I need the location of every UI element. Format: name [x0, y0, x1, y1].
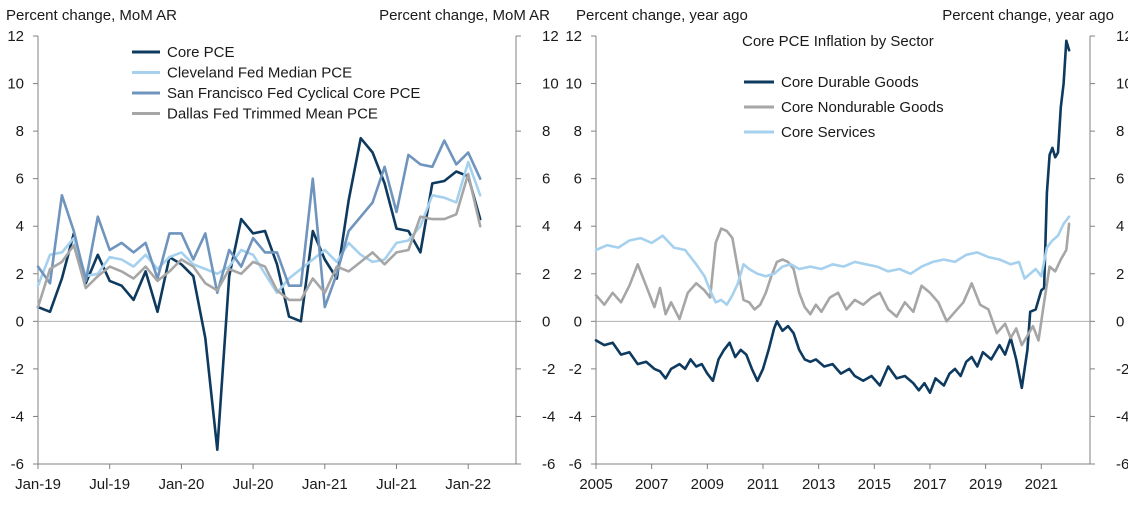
right-ytick-label-right: 8	[1116, 123, 1124, 140]
left-ytick-label-left: 8	[16, 123, 24, 140]
left-xtick-label: Jan-19	[15, 476, 61, 493]
left-ytick-label-right: 8	[542, 123, 550, 140]
right-xtick-label: 2005	[579, 476, 612, 493]
right-chart-left-axis-label: Percent change, year ago	[576, 7, 748, 24]
left-legend-label-core-pce: Core PCE	[167, 44, 235, 61]
left-ytick-label-right: 10	[542, 76, 559, 93]
left-legend-label-dallas-fed-trimmed-mean-pce: Dallas Fed Trimmed Mean PCE	[167, 106, 378, 123]
left-ytick-label-right: 2	[542, 266, 550, 283]
left-xtick-label: Jan-22	[445, 476, 491, 493]
left-xtick-label: Jul-21	[376, 476, 417, 493]
right-legend-label-core-durable-goods: Core Durable Goods	[781, 74, 919, 91]
left-ytick-label-left: 0	[16, 313, 24, 330]
right-ytick-label-left: -4	[569, 408, 582, 425]
left-chart: -6 -6 -4 -4 -2 -2 0 0 2 2 4 4 6 6 8 8 10 10 12 12 Jan-19 Jul-…	[7, 28, 558, 493]
right-xtick-label: 2011	[747, 476, 779, 493]
right-ytick-label-right: 12	[1116, 28, 1128, 45]
right-xtick-label: 2015	[858, 476, 891, 493]
right-ytick-label-left: 12	[565, 28, 582, 45]
left-legend-label-san-francisco-fed-cyclical-core-pce: San Francisco Fed Cyclical Core PCE	[167, 85, 420, 102]
left-ytick-label-left: 6	[16, 171, 24, 188]
right-ytick-label-left: -2	[569, 361, 582, 378]
right-ytick-label-right: 4	[1116, 218, 1124, 235]
right-chart-right-axis-label: Percent change, year ago	[942, 7, 1114, 24]
right-xtick-label: 2017	[913, 476, 946, 493]
right-ytick-label-right: -4	[1116, 408, 1128, 425]
left-xtick-label: Jan-21	[302, 476, 348, 493]
left-ytick-label-left: 2	[16, 266, 24, 283]
left-series-line-dallas-fed-trimmed-mean-pce	[36, 172, 482, 309]
right-ytick-label-right: -2	[1116, 361, 1128, 378]
right-chart: -6 -6 -4 -4 -2 -2 0 0 2 2 4 4 6 6 8 8 10 10 12 12 2005 2007 20…	[565, 28, 1128, 493]
left-ytick-label-right: 12	[542, 28, 559, 45]
left-xtick-label: Jan-20	[158, 476, 204, 493]
right-legend-label-core-services: Core Services	[781, 124, 875, 141]
left-chart-right-axis-label: Percent change, MoM AR	[379, 7, 550, 24]
right-ytick-label-left: 4	[574, 218, 582, 235]
right-ytick-label-left: 8	[574, 123, 582, 140]
right-ytick-label-right: 6	[1116, 171, 1124, 188]
left-legend-label-cleveland-fed-median-pce: Cleveland Fed Median PCE	[167, 65, 352, 82]
left-xtick-label: Jul-20	[233, 476, 274, 493]
right-ytick-label-left: 0	[574, 313, 582, 330]
left-ytick-label-left: 10	[7, 76, 24, 93]
right-xtick-label: 2019	[969, 476, 1002, 493]
left-ytick-label-right: -2	[542, 361, 555, 378]
right-ytick-label-left: 6	[574, 171, 582, 188]
left-ytick-label-right: 0	[542, 313, 550, 330]
left-ytick-label-left: 4	[16, 218, 24, 235]
left-chart-left-axis-label: Percent change, MoM AR	[6, 7, 177, 24]
right-series-line-core-durable-goods	[594, 39, 1071, 394]
right-ytick-label-left: 2	[574, 266, 582, 283]
right-ytick-label-left: 10	[565, 76, 582, 93]
right-chart-title: Core PCE Inflation by Sector	[742, 33, 934, 50]
right-series-line-core-nondurable-goods	[594, 222, 1071, 347]
right-xtick-label: 2009	[691, 476, 724, 493]
right-ytick-label-right: 2	[1116, 266, 1124, 283]
right-ytick-label-right: 0	[1116, 313, 1124, 330]
left-ytick-label-left: -6	[11, 456, 24, 473]
left-ytick-label-right: -4	[542, 408, 555, 425]
right-xtick-label: 2013	[802, 476, 835, 493]
left-ytick-label-right: -6	[542, 456, 555, 473]
left-xtick-label: Jul-19	[89, 476, 130, 493]
right-ytick-label-left: -6	[569, 456, 582, 473]
right-ytick-label-right: -6	[1116, 456, 1128, 473]
left-ytick-label-right: 6	[542, 171, 550, 188]
right-legend-label-core-nondurable-goods: Core Nondurable Goods	[781, 99, 944, 116]
right-xtick-label: 2021	[1025, 476, 1058, 493]
right-ytick-label-right: 10	[1116, 76, 1128, 93]
left-ytick-label-left: -4	[11, 408, 24, 425]
left-ytick-label-left: 12	[7, 28, 24, 45]
right-series-line-core-services	[594, 215, 1071, 306]
right-xtick-label: 2007	[635, 476, 668, 493]
left-ytick-label-right: 4	[542, 218, 550, 235]
left-series-line-san-francisco-fed-cyclical-core-pce	[36, 139, 482, 309]
left-series-line-cleveland-fed-median-pce	[36, 160, 482, 295]
left-ytick-label-left: -2	[11, 361, 24, 378]
left-series-line-core-pce	[36, 136, 482, 451]
